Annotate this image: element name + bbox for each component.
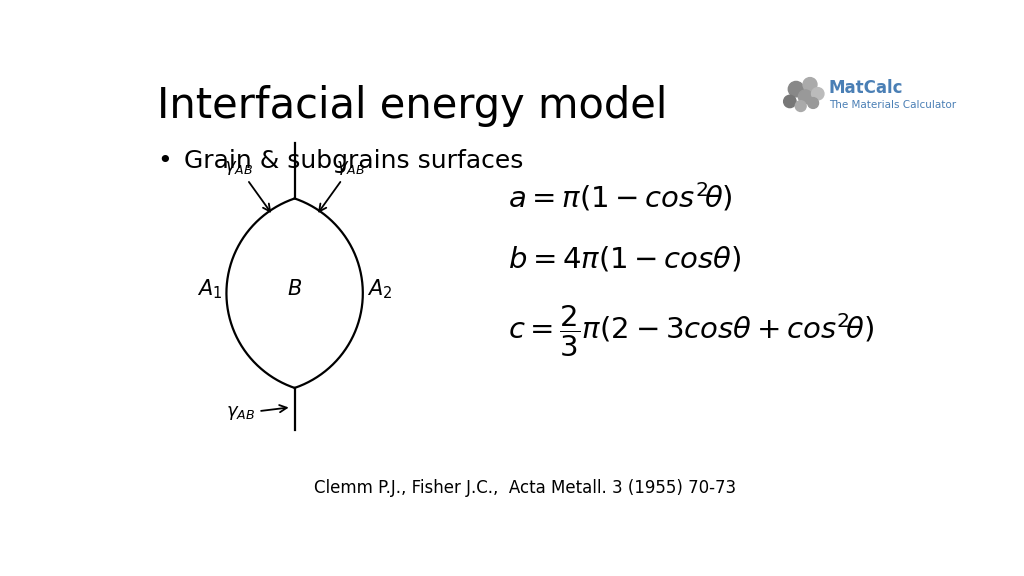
Text: Clemm P.J., Fisher J.C.,  Acta Metall. 3 (1955) 70-73: Clemm P.J., Fisher J.C., Acta Metall. 3 … xyxy=(313,479,736,497)
Text: •: • xyxy=(158,149,172,173)
Text: $c = \dfrac{2}{3}\pi(2 - 3cos\theta + cos^2\!\theta)$: $c = \dfrac{2}{3}\pi(2 - 3cos\theta + co… xyxy=(508,304,874,359)
Text: Interfacial energy model: Interfacial energy model xyxy=(158,85,668,127)
Text: $A_1$: $A_1$ xyxy=(197,278,222,301)
Text: $A_2$: $A_2$ xyxy=(368,278,392,301)
Circle shape xyxy=(799,90,812,104)
Text: $b = 4\pi(1 - cos\theta)$: $b = 4\pi(1 - cos\theta)$ xyxy=(508,244,741,273)
Text: The Materials Calculator: The Materials Calculator xyxy=(828,100,955,109)
Text: MatCalc: MatCalc xyxy=(828,78,903,97)
Circle shape xyxy=(808,97,818,108)
Text: Grain & subgrains surfaces: Grain & subgrains surfaces xyxy=(183,149,523,173)
Circle shape xyxy=(788,81,804,97)
Text: $\gamma_{AB}$: $\gamma_{AB}$ xyxy=(224,159,270,211)
Text: $B$: $B$ xyxy=(287,279,302,300)
Text: $\gamma_{AB}$: $\gamma_{AB}$ xyxy=(226,404,287,422)
Circle shape xyxy=(783,95,796,108)
Text: $a = \pi(1 - cos^2\!\theta)$: $a = \pi(1 - cos^2\!\theta)$ xyxy=(508,180,732,213)
Circle shape xyxy=(812,88,824,100)
Circle shape xyxy=(803,78,817,92)
Circle shape xyxy=(796,101,806,112)
Text: $\gamma_{AB}$: $\gamma_{AB}$ xyxy=(319,159,365,211)
